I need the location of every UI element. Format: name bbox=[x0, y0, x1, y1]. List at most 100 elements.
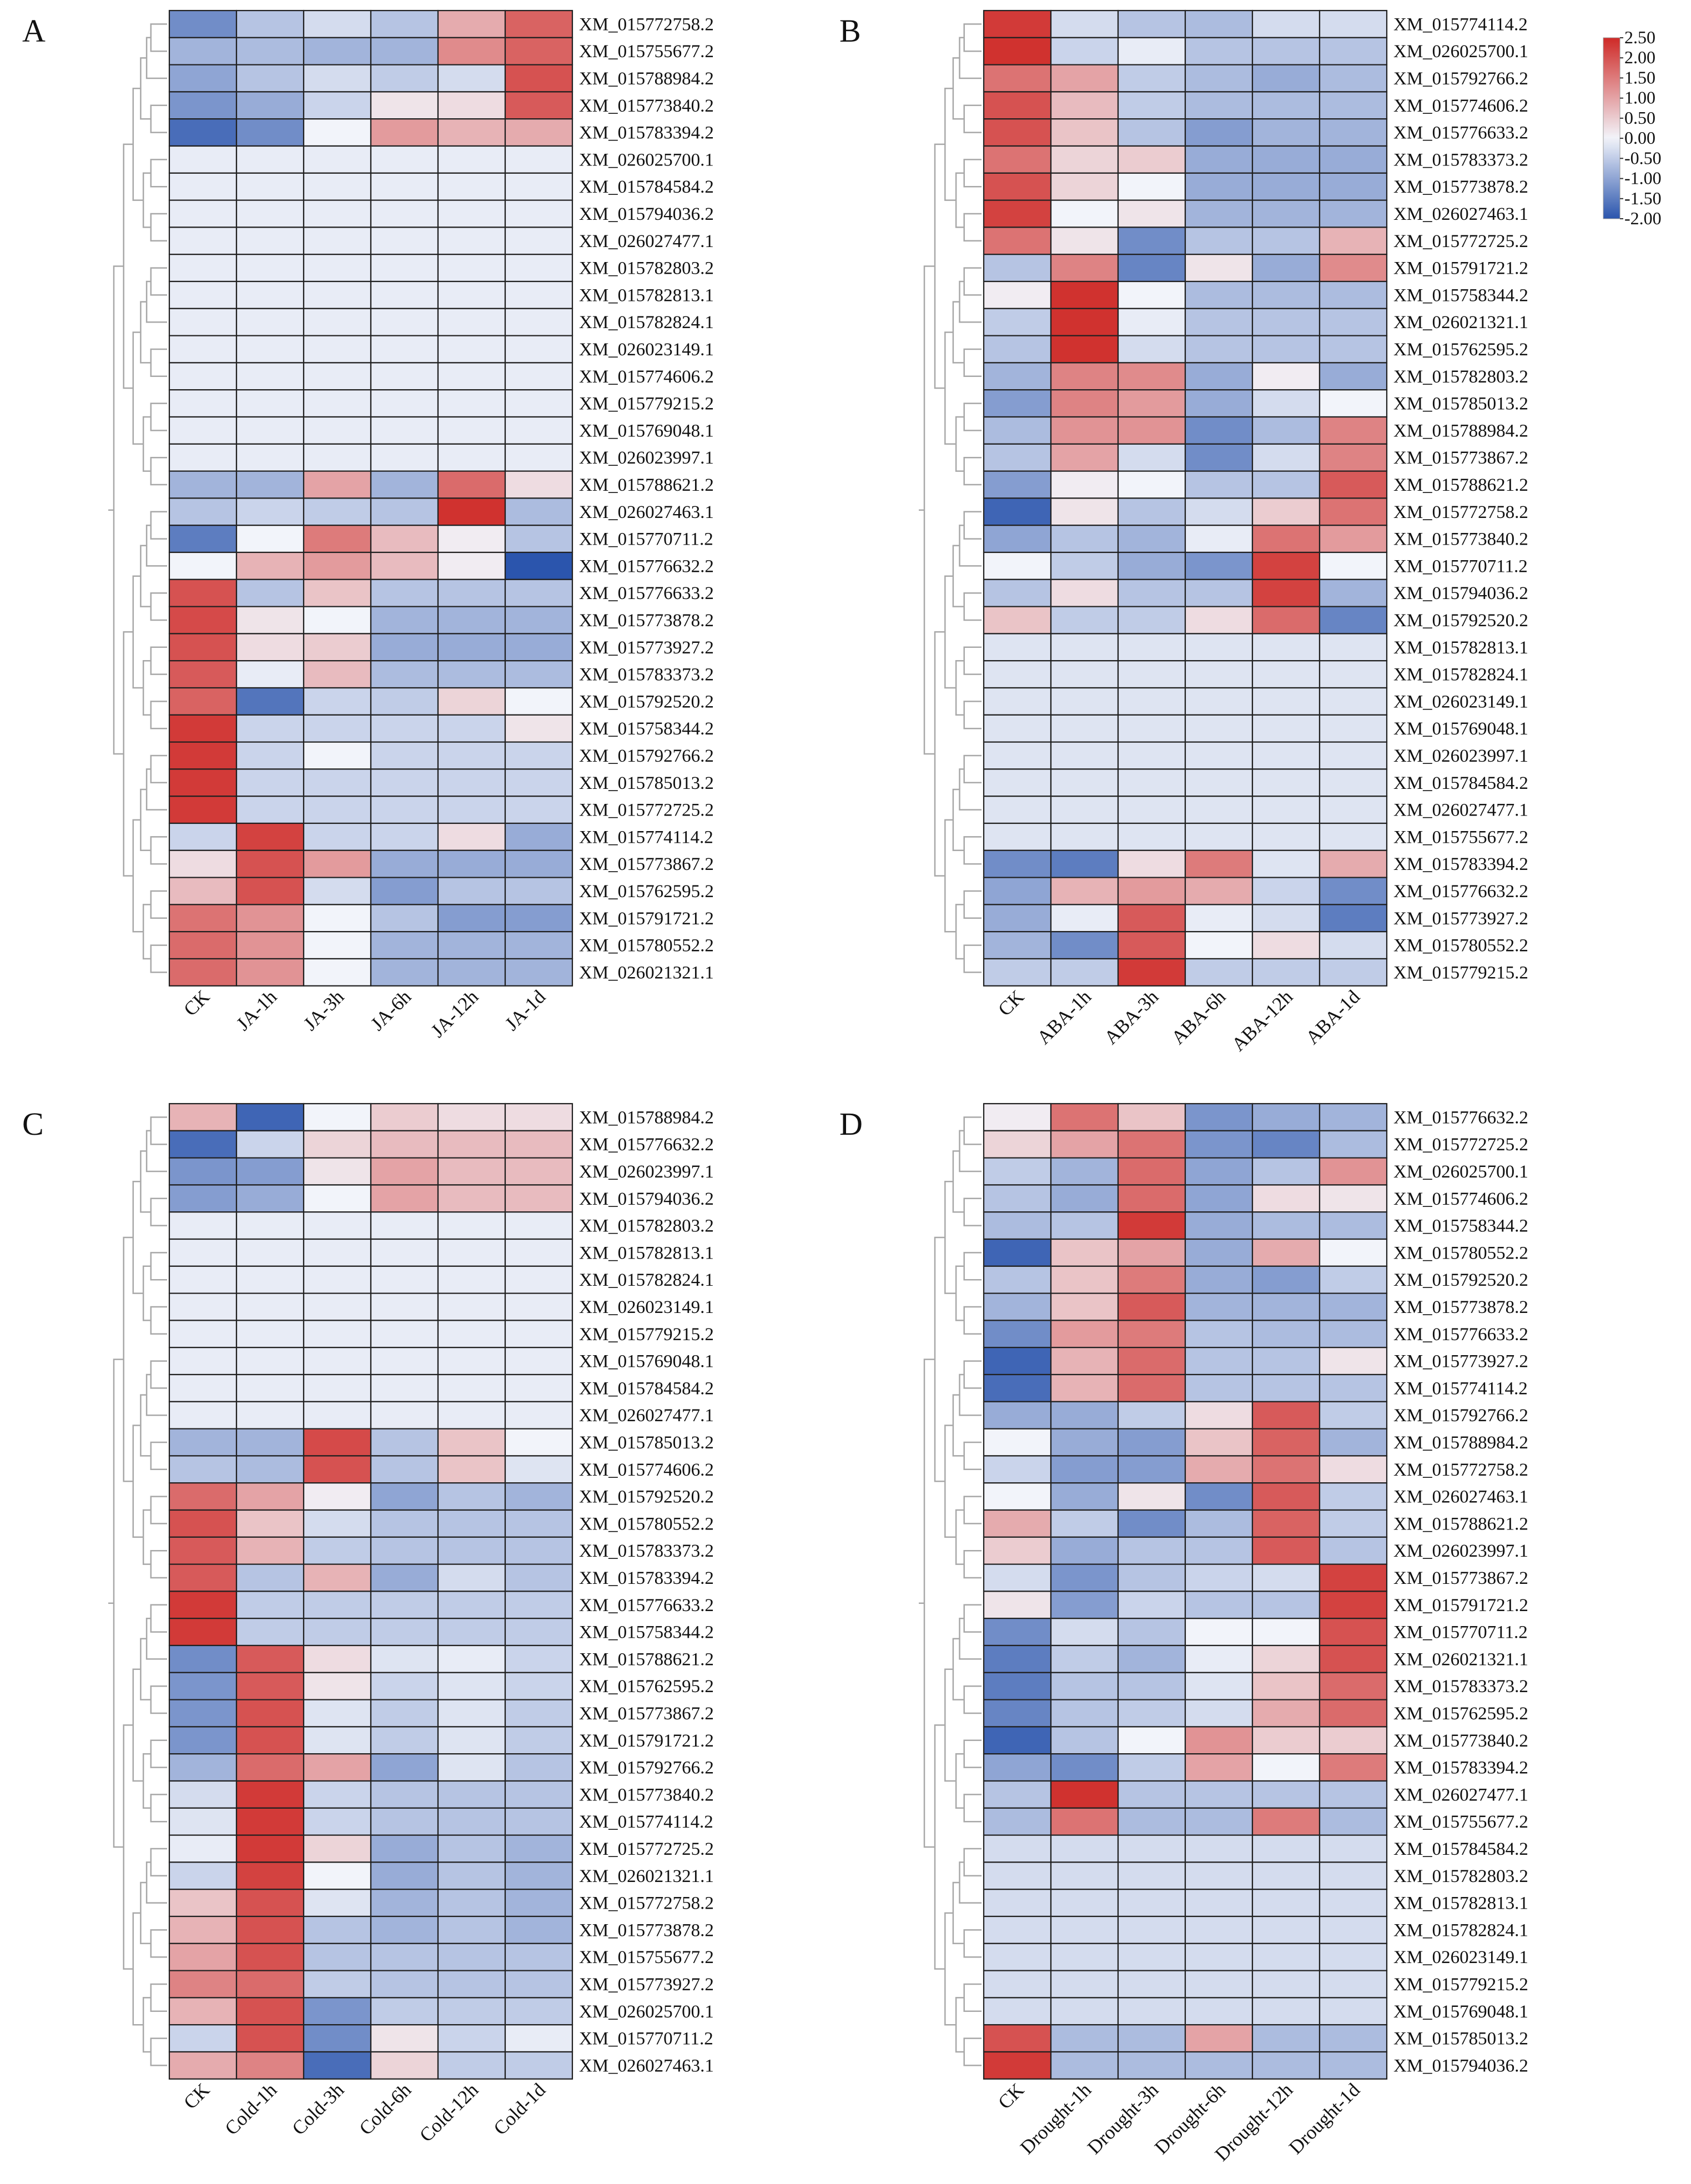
heatmap-cell bbox=[1117, 1373, 1186, 1402]
heatmap-cell bbox=[1318, 2024, 1388, 2053]
dendrogram-branch bbox=[963, 456, 982, 486]
heatmap-cell bbox=[1251, 497, 1321, 526]
gene-label: XM_015773927.2 bbox=[579, 638, 714, 658]
heatmap-cell bbox=[303, 254, 372, 283]
heatmap-cell bbox=[1318, 525, 1388, 553]
dendrogram-branch bbox=[952, 788, 964, 852]
heatmap-cell bbox=[370, 877, 439, 905]
heatmap-cell bbox=[1184, 1644, 1254, 1673]
heatmap-cell bbox=[235, 1591, 305, 1619]
heatmap-cell bbox=[370, 1997, 439, 2026]
heatmap-cell bbox=[504, 37, 573, 66]
heatmap-cell bbox=[1117, 1347, 1186, 1376]
heatmap-cell bbox=[437, 633, 506, 662]
heatmap-cell bbox=[1184, 497, 1254, 526]
heatmap-cell bbox=[370, 660, 439, 689]
heatmap-cell bbox=[1117, 1834, 1186, 1863]
gene-label: XM_015774606.2 bbox=[1393, 1189, 1528, 1209]
dendrogram-branch bbox=[952, 1638, 964, 1700]
heatmap-cell bbox=[1117, 9, 1186, 38]
gene-label: XM_026027477.1 bbox=[1393, 801, 1528, 821]
heatmap-cell bbox=[1318, 931, 1388, 960]
heatmap-cell bbox=[983, 1943, 1052, 1971]
heatmap-cell bbox=[370, 308, 439, 336]
heatmap-cell bbox=[437, 9, 506, 38]
heatmap-cell bbox=[504, 1915, 573, 1944]
heatmap-cell bbox=[303, 849, 372, 878]
heatmap-cell bbox=[1318, 497, 1388, 526]
heatmap-cell bbox=[1117, 1889, 1186, 1918]
dendrogram-branch bbox=[963, 511, 982, 540]
heatmap-cell bbox=[303, 1157, 372, 1186]
gene-label: XM_015782813.1 bbox=[579, 1243, 714, 1263]
heatmap-cell bbox=[168, 1672, 238, 1700]
heatmap-cell bbox=[235, 1970, 305, 1999]
heatmap-cell bbox=[168, 1455, 238, 1484]
heatmap-cell bbox=[1184, 37, 1254, 66]
heatmap-cell bbox=[437, 1753, 506, 1782]
gene-label: XM_015794036.2 bbox=[579, 204, 714, 224]
heatmap-cell bbox=[303, 768, 372, 797]
heatmap-cell bbox=[504, 904, 573, 933]
gene-label: XM_015773867.2 bbox=[1393, 448, 1528, 468]
heatmap-cell bbox=[235, 1672, 305, 1700]
heatmap-cell bbox=[504, 822, 573, 851]
heatmap-cell bbox=[983, 1428, 1052, 1457]
heatmap-cell bbox=[437, 1644, 506, 1673]
gene-label: XM_015769048.1 bbox=[1393, 2002, 1528, 2022]
heatmap-cell bbox=[1184, 1563, 1254, 1592]
heatmap-cell bbox=[983, 1292, 1052, 1321]
gene-label: XM_015792520.2 bbox=[579, 692, 714, 712]
heatmap-cell bbox=[303, 1591, 372, 1619]
heatmap-cell bbox=[1318, 308, 1388, 336]
dendrogram-branch bbox=[963, 1848, 982, 1877]
heatmap-cell bbox=[1251, 1672, 1321, 1700]
heatmap-cell bbox=[983, 64, 1052, 93]
heatmap-cell bbox=[168, 1130, 238, 1159]
heatmap-cell bbox=[1117, 849, 1186, 878]
heatmap-cell bbox=[168, 633, 238, 662]
heatmap-cell bbox=[1050, 525, 1119, 553]
heatmap-cell bbox=[1184, 1807, 1254, 1836]
legend-tick-label: 1.50 bbox=[1624, 67, 1655, 87]
heatmap-cell bbox=[235, 280, 305, 309]
heatmap-cell bbox=[437, 822, 506, 851]
heatmap-cell bbox=[1318, 91, 1388, 120]
heatmap-cell bbox=[504, 118, 573, 147]
heatmap-cell bbox=[1117, 91, 1186, 120]
heatmap-cell bbox=[370, 1672, 439, 1700]
heatmap-cell bbox=[1318, 199, 1388, 228]
heatmap-cell bbox=[1184, 578, 1254, 607]
heatmap-cell bbox=[1050, 877, 1119, 905]
dendrogram-branch bbox=[959, 1373, 982, 1416]
dendrogram-branch bbox=[959, 1617, 982, 1660]
row-labels: XM_015776632.2 XM_015772725.2 XM_026025700… bbox=[1393, 1108, 1528, 2076]
heatmap-cell bbox=[1117, 1563, 1186, 1592]
heatmap-cell bbox=[168, 1347, 238, 1376]
gene-label: XM_015782813.1 bbox=[1393, 638, 1528, 658]
heatmap-cell bbox=[1117, 1753, 1186, 1782]
heatmap-cell bbox=[1318, 254, 1388, 283]
heatmap-cell bbox=[1318, 1780, 1388, 1809]
heatmap-cell bbox=[1184, 335, 1254, 364]
dendrogram-branch bbox=[959, 37, 982, 79]
heatmap-cell bbox=[1117, 1915, 1186, 1944]
gene-label: XM_015773867.2 bbox=[579, 1704, 714, 1724]
heatmap-cell bbox=[370, 254, 439, 283]
heatmap-cell bbox=[1251, 362, 1321, 391]
heatmap-cell bbox=[168, 1861, 238, 1890]
heatmap-cell bbox=[1318, 1211, 1388, 1240]
heatmap-cell bbox=[504, 606, 573, 635]
heatmap-cell bbox=[303, 578, 372, 607]
heatmap-cell bbox=[235, 796, 305, 824]
heatmap-cell bbox=[1117, 1726, 1186, 1755]
gene-label: XM_015780552.2 bbox=[579, 936, 714, 956]
heatmap-cell bbox=[1050, 660, 1119, 689]
panel-c: C XM_015788984.2 XM_015776632.2 XM_02602399… bbox=[22, 1103, 714, 2146]
heatmap-cell bbox=[1117, 1184, 1186, 1213]
heatmap-cell bbox=[168, 443, 238, 472]
gene-label: XM_026027463.1 bbox=[1393, 204, 1528, 224]
heatmap-cell bbox=[504, 416, 573, 445]
heatmap-cell bbox=[1050, 1889, 1119, 1918]
heatmap-cell bbox=[437, 1292, 506, 1321]
